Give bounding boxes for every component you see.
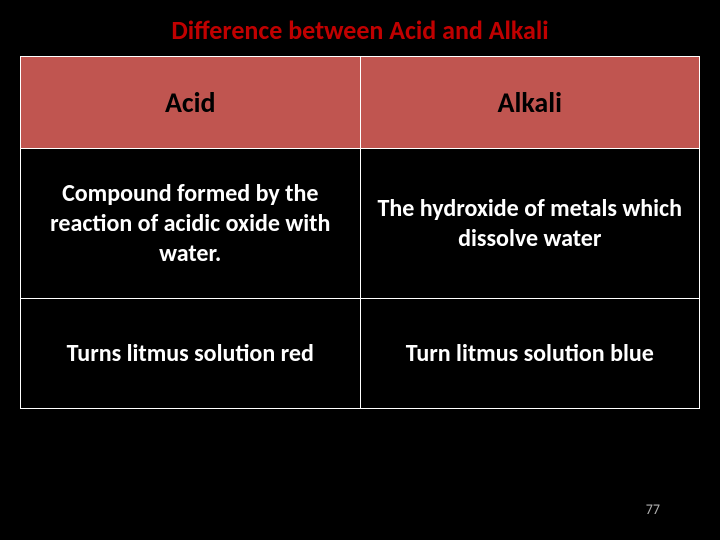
cell-alkali-litmus: Turn litmus solution blue bbox=[360, 299, 700, 409]
page-number: 77 bbox=[646, 501, 660, 518]
cell-acid-definition: Compound formed by the reaction of acidi… bbox=[21, 149, 361, 299]
cell-acid-litmus: Turns litmus solution red bbox=[21, 299, 361, 409]
col-header-alkali: Alkali bbox=[360, 57, 700, 149]
cell-alkali-definition: The hydroxide of metals which dissolve w… bbox=[360, 149, 700, 299]
table-row: Turns litmus solution red Turn litmus so… bbox=[21, 299, 700, 409]
table-row: Compound formed by the reaction of acidi… bbox=[21, 149, 700, 299]
comparison-table: Acid Alkali Compound formed by the react… bbox=[20, 56, 700, 409]
slide-title: Difference between Acid and Alkali bbox=[0, 0, 720, 56]
col-header-acid: Acid bbox=[21, 57, 361, 149]
table-header-row: Acid Alkali bbox=[21, 57, 700, 149]
